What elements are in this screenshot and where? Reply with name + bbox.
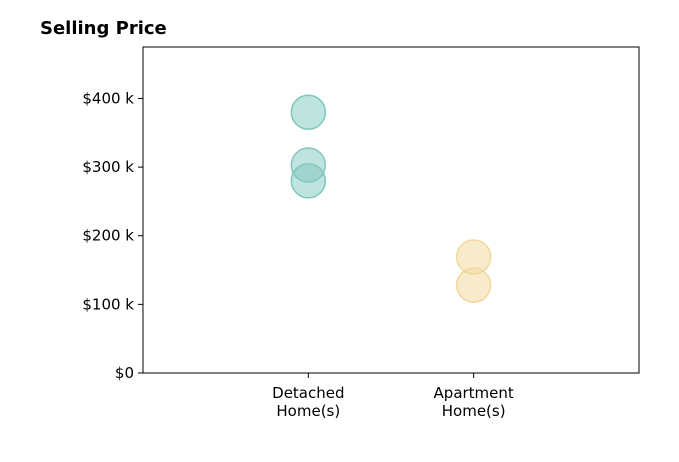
point [290,94,327,130]
x-tick-label: Apartment Home(s) [434,384,514,420]
y-tick-label: $100 k [82,295,134,313]
point [455,267,492,303]
point [290,163,327,199]
y-tick-label: $400 k [82,89,134,107]
x-tick-label: Detached Home(s) [272,384,344,420]
y-tick-label: $200 k [82,227,134,245]
y-tick-label: $300 k [82,158,134,176]
y-tick-label: $0 [115,364,134,382]
plot-frame [142,46,640,374]
chart-title: Selling Price [40,18,167,39]
